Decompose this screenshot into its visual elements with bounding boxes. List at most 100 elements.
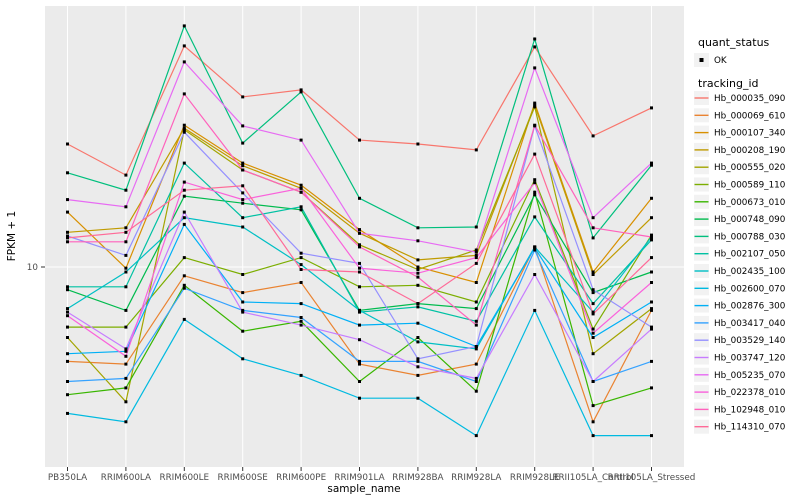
- data-point: [182, 92, 186, 96]
- data-point: [66, 307, 69, 311]
- data-point: [474, 345, 478, 348]
- data-point: [474, 434, 478, 438]
- data-point: [416, 396, 420, 400]
- legend-item-label: Hb_000069_610: [714, 111, 786, 121]
- data-point: [358, 338, 361, 342]
- data-point: [416, 373, 420, 377]
- data-point: [66, 380, 69, 383]
- data-point: [241, 329, 245, 333]
- data-point: [124, 362, 128, 366]
- data-point: [66, 142, 69, 146]
- data-point: [650, 216, 653, 220]
- data-point: [241, 198, 245, 202]
- data-point: [66, 240, 69, 244]
- data-point: [650, 281, 653, 284]
- data-point: [358, 380, 361, 383]
- x-tick-label: PB350LA: [48, 473, 87, 483]
- data-point: [66, 393, 69, 397]
- data-point: [66, 352, 69, 356]
- data-point: [241, 310, 245, 314]
- data-point: [66, 171, 69, 175]
- data-point: [591, 327, 595, 331]
- data-point: [124, 205, 128, 209]
- data-point: [533, 101, 537, 105]
- legend-tracking-id-title: tracking_id: [698, 77, 759, 90]
- data-point: [650, 235, 653, 239]
- legend: quant_status OK tracking_id Hb_000035_09…: [694, 36, 786, 434]
- data-point: [474, 300, 478, 304]
- data-point: [358, 228, 361, 232]
- data-point: [66, 336, 69, 339]
- data-point: [474, 362, 478, 366]
- data-point: [66, 210, 69, 214]
- legend-item-label: Hb_002107_050: [714, 250, 786, 260]
- data-point: [66, 310, 69, 314]
- data-point: [358, 245, 361, 249]
- data-point: [182, 44, 186, 48]
- data-point: [299, 263, 303, 267]
- data-point: [182, 123, 186, 127]
- data-point: [182, 180, 186, 184]
- data-point: [182, 128, 186, 132]
- data-point: [124, 226, 128, 230]
- data-point: [124, 400, 128, 404]
- data-point: [299, 319, 303, 323]
- data-point: [124, 308, 128, 312]
- data-point: [124, 386, 128, 390]
- data-point: [650, 163, 653, 167]
- x-tick-label: RRIM600LA: [101, 473, 151, 483]
- data-point: [533, 248, 537, 252]
- plot-panel: [45, 6, 684, 467]
- data-point: [416, 336, 420, 339]
- data-point: [650, 256, 653, 260]
- data-point: [299, 183, 303, 187]
- x-tick-label: RRIM928LA: [451, 473, 501, 483]
- legend-label-ok: OK: [714, 56, 727, 66]
- data-point: [416, 283, 420, 287]
- data-point: [66, 325, 69, 329]
- data-point: [591, 302, 595, 306]
- data-point: [533, 37, 537, 41]
- data-point: [650, 161, 653, 165]
- x-tick-label: RRII105LA_Stressed: [608, 473, 696, 483]
- data-point: [650, 233, 653, 237]
- data-point: [241, 201, 245, 205]
- data-point: [650, 325, 653, 329]
- data-point: [299, 281, 303, 284]
- data-point: [533, 105, 537, 109]
- data-point: [299, 190, 303, 194]
- data-point: [591, 336, 595, 339]
- data-point: [533, 215, 537, 219]
- data-point: [591, 216, 595, 220]
- data-point: [474, 389, 478, 393]
- data-point: [182, 60, 186, 64]
- x-tick-label: RRIM928BA: [392, 473, 443, 483]
- data-point: [299, 323, 303, 327]
- data-point: [474, 307, 478, 311]
- data-point: [416, 271, 420, 275]
- data-point: [241, 308, 245, 312]
- data-point: [358, 196, 361, 200]
- data-point: [299, 186, 303, 190]
- data-point: [124, 354, 128, 358]
- data-point: [474, 261, 478, 265]
- data-point: [591, 310, 595, 314]
- legend-item-label: Hb_002876_300: [714, 302, 786, 312]
- data-point: [474, 250, 478, 254]
- data-point: [241, 184, 245, 188]
- data-point: [182, 161, 186, 165]
- data-point: [591, 352, 595, 356]
- data-point: [591, 420, 595, 424]
- data-point: [241, 300, 245, 304]
- data-point: [358, 243, 361, 247]
- data-point: [299, 88, 303, 92]
- data-point: [241, 95, 245, 99]
- data-point: [416, 142, 420, 146]
- data-point: [416, 239, 420, 243]
- x-tick-label: RRIM928LE: [510, 473, 560, 483]
- data-point: [591, 312, 595, 316]
- data-point: [358, 359, 361, 363]
- data-point: [416, 340, 420, 344]
- data-point: [591, 236, 595, 240]
- data-point: [533, 103, 537, 107]
